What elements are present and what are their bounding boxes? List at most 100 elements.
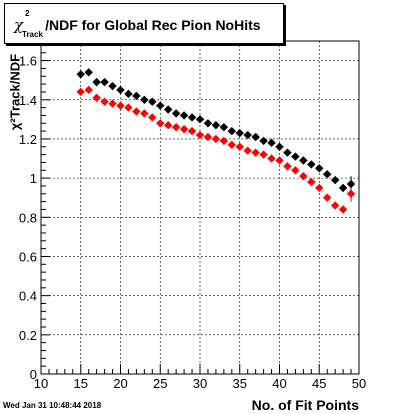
black-data-point bbox=[164, 105, 173, 114]
black-data-point bbox=[251, 132, 260, 142]
x-tick-label: 30 bbox=[193, 376, 207, 391]
red-data-point bbox=[346, 189, 356, 198]
title-chi: χ bbox=[14, 16, 24, 34]
red-data-point bbox=[179, 124, 189, 134]
grid-lines bbox=[41, 41, 359, 374]
red-data-point bbox=[171, 122, 181, 132]
x-axis-label: No. of Fit Points bbox=[252, 397, 360, 413]
red-data-point bbox=[156, 119, 165, 128]
chart-title-box: χ/NDF for Global Rec Pion NoHits 2 Track bbox=[4, 3, 284, 44]
y-axis-label: χ²Track/NDF bbox=[7, 53, 23, 131]
black-data-point bbox=[299, 156, 308, 165]
black-data-point bbox=[243, 130, 252, 140]
red-data-point bbox=[132, 107, 141, 116]
black-data-point bbox=[203, 119, 213, 128]
black-data-point bbox=[291, 152, 300, 161]
black-data-point bbox=[211, 121, 221, 130]
y-tick-label: 0.8 bbox=[19, 210, 37, 225]
y-tick-label: 0.2 bbox=[19, 328, 37, 343]
black-data-point bbox=[132, 91, 141, 101]
black-data-point bbox=[283, 148, 292, 157]
x-tick-label: 25 bbox=[153, 376, 167, 391]
x-tick-label: 10 bbox=[34, 376, 48, 391]
black-data-point bbox=[307, 160, 316, 169]
red-data-point bbox=[315, 183, 324, 193]
x-tick-label: 35 bbox=[233, 376, 247, 391]
red-data-point bbox=[291, 166, 300, 175]
black-data-point bbox=[76, 70, 85, 79]
black-data-point bbox=[227, 126, 236, 136]
red-data-point bbox=[100, 97, 109, 106]
red-data-point bbox=[140, 109, 149, 118]
red-data-point bbox=[195, 130, 205, 140]
x-tick-label: 15 bbox=[74, 376, 88, 391]
red-data-point bbox=[76, 87, 85, 97]
red-data-point bbox=[227, 140, 236, 150]
red-data-point bbox=[116, 101, 125, 110]
axis-ticks bbox=[40, 44, 360, 375]
black-data-point bbox=[108, 81, 117, 91]
y-tick-label: 1.6 bbox=[19, 54, 37, 69]
red-data-point bbox=[164, 121, 173, 130]
black-data-point bbox=[92, 77, 101, 87]
data-points bbox=[76, 68, 356, 214]
black-data-point bbox=[100, 77, 109, 87]
red-data-point bbox=[211, 134, 221, 144]
red-data-point bbox=[235, 142, 244, 151]
black-data-point bbox=[171, 109, 181, 118]
title-rest: /NDF for Global Rec Pion NoHits bbox=[45, 17, 261, 33]
black-data-point bbox=[187, 113, 197, 122]
red-data-point bbox=[330, 201, 340, 210]
black-data-point bbox=[267, 138, 276, 148]
red-data-point bbox=[108, 99, 117, 108]
timestamp: Wed Jan 31 10:48:44 2018 bbox=[3, 401, 102, 410]
y-tick-label: 1.2 bbox=[19, 132, 37, 147]
black-data-point bbox=[346, 179, 356, 189]
tick-labels: 10 15 20 25 30 35 40 45 50 0 0.2 0.4 0.6 0.8 1 1.2 1.4 1.… bbox=[19, 54, 366, 391]
red-data-point bbox=[259, 150, 268, 159]
red-data-point bbox=[203, 132, 213, 142]
black-data-point bbox=[179, 111, 189, 120]
black-data-point bbox=[84, 68, 93, 77]
red-data-point bbox=[92, 93, 101, 103]
black-data-point bbox=[140, 95, 149, 104]
black-data-point bbox=[156, 101, 165, 110]
y-tick-label: 0 bbox=[30, 367, 37, 382]
red-data-point bbox=[323, 193, 332, 202]
red-data-point bbox=[84, 85, 93, 95]
red-data-point bbox=[148, 113, 157, 122]
red-data-point bbox=[299, 171, 308, 181]
black-data-point bbox=[338, 183, 348, 193]
chart-title: χ/NDF for Global Rec Pion NoHits bbox=[14, 16, 261, 34]
y-tick-label: 1 bbox=[30, 171, 37, 186]
red-data-point bbox=[251, 148, 260, 157]
black-data-point bbox=[116, 85, 125, 95]
x-tick-label: 50 bbox=[352, 376, 366, 391]
x-tick-label: 45 bbox=[312, 376, 326, 391]
x-tick-label: 40 bbox=[272, 376, 286, 391]
y-tick-label: 1.4 bbox=[19, 93, 37, 108]
black-data-point bbox=[148, 97, 157, 106]
y-tick-label: 0.4 bbox=[19, 289, 37, 304]
y-axis-label-container: χ²Track/NDF bbox=[6, 54, 24, 130]
red-data-point bbox=[124, 103, 133, 112]
black-data-point bbox=[259, 136, 268, 146]
black-data-point bbox=[219, 122, 229, 132]
black-data-point bbox=[330, 175, 340, 185]
red-data-point bbox=[338, 205, 348, 214]
black-data-point bbox=[195, 115, 205, 124]
red-data-point bbox=[187, 126, 197, 136]
red-data-point bbox=[283, 162, 292, 171]
red-data-point bbox=[275, 156, 284, 165]
black-data-point bbox=[124, 89, 133, 99]
x-tick-label: 20 bbox=[113, 376, 127, 391]
red-data-point bbox=[267, 154, 276, 163]
y-tick-label: 0.6 bbox=[19, 249, 37, 264]
black-data-point bbox=[235, 128, 244, 138]
red-data-point bbox=[307, 177, 316, 187]
red-data-point bbox=[219, 136, 229, 146]
black-data-point bbox=[315, 164, 324, 173]
title-superscript: 2 bbox=[25, 9, 30, 18]
title-subscript: Track bbox=[22, 30, 43, 39]
